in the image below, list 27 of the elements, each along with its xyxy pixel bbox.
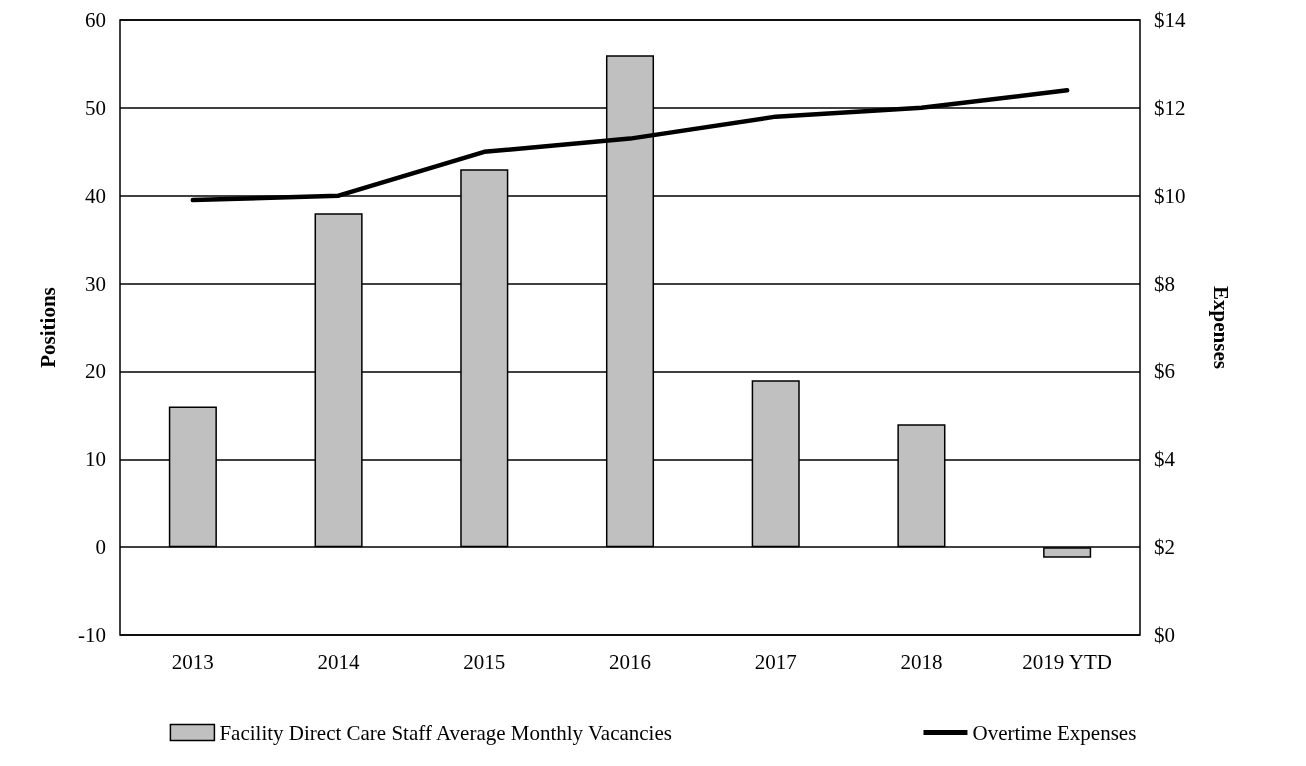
y-tick-label: 60 [85,8,106,32]
y-tick-label: 10 [85,447,106,472]
x-tick-label: 2014 [317,649,361,674]
y-axis-title: Positions [35,287,60,368]
legend-label: Facility Direct Care Staff Average Monthly Vacancies [219,720,672,745]
x-tick-label: 2018 [900,649,943,674]
legend-label: Overtime Expenses [972,720,1137,745]
y-tick-label: 0 [95,535,106,560]
y-tick-label: -10 [78,623,106,647]
x-tick-label: 2019 YTD [1022,649,1112,674]
y2-tick-label: $8 [1154,271,1175,296]
x-tick-label: 2017 [754,649,797,674]
y-tick-label: 40 [85,183,106,208]
y2-axis-title: Expenses [1208,286,1233,369]
y2-tick-label: $0 [1154,623,1175,647]
y2-tick-label: $14 [1154,8,1186,32]
x-tick-label: 2016 [609,649,651,674]
x-tick-label: 2013 [171,649,214,674]
y-tick-label: 20 [85,359,106,384]
y-tick-label: 50 [85,95,106,120]
y2-tick-label: $4 [1154,447,1176,472]
y-tick-label: 30 [85,271,106,296]
y2-tick-label: $10 [1154,183,1186,208]
x-tick-label: 2015 [463,649,506,674]
y2-tick-label: $6 [1154,359,1175,384]
y2-tick-label: $12 [1154,95,1186,120]
y2-tick-label: $2 [1154,535,1175,560]
